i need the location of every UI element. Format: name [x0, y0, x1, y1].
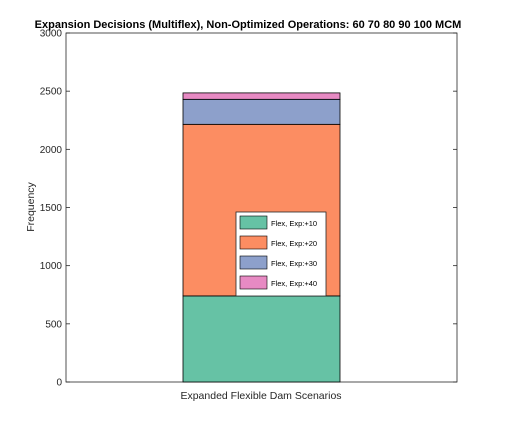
legend-swatch: [239, 255, 268, 270]
y-tick-label: 0: [56, 378, 62, 389]
legend: Flex, Exp:+10 Flex, Exp:+20 Flex, Exp:+30 F…: [235, 211, 327, 297]
bar-segment-exp-30: [182, 98, 341, 125]
legend-label: Flex, Exp:+10: [271, 219, 317, 228]
bar-segment-exp-40: [182, 92, 341, 100]
y-tick-label: 2000: [40, 145, 63, 156]
y-tick-label: 3000: [40, 29, 63, 40]
y-tick-label: 2500: [40, 87, 63, 98]
x-axis-label: Expanded Flexible Dam Scenarios: [180, 390, 341, 402]
y-tick-label: 500: [45, 319, 62, 330]
legend-label: Flex, Exp:+20: [271, 239, 317, 248]
y-tick-label: 1500: [40, 203, 63, 214]
legend-label: Flex, Exp:+40: [271, 279, 317, 288]
y-axis-label: Frequency: [25, 181, 37, 231]
y-axis: 0 500 1000 1500 2000 2500 3000: [40, 29, 457, 389]
legend-label: Flex, Exp:+30: [271, 259, 317, 268]
bar-segment-exp-10: [182, 295, 341, 383]
y-tick-label: 1000: [40, 261, 63, 272]
legend-swatch: [239, 235, 268, 250]
bar-stack: [182, 92, 341, 383]
legend-swatch: [239, 275, 268, 290]
chart-title: Expansion Decisions (Multiflex), Non-Opt…: [35, 19, 462, 31]
legend-swatch: [239, 215, 268, 230]
